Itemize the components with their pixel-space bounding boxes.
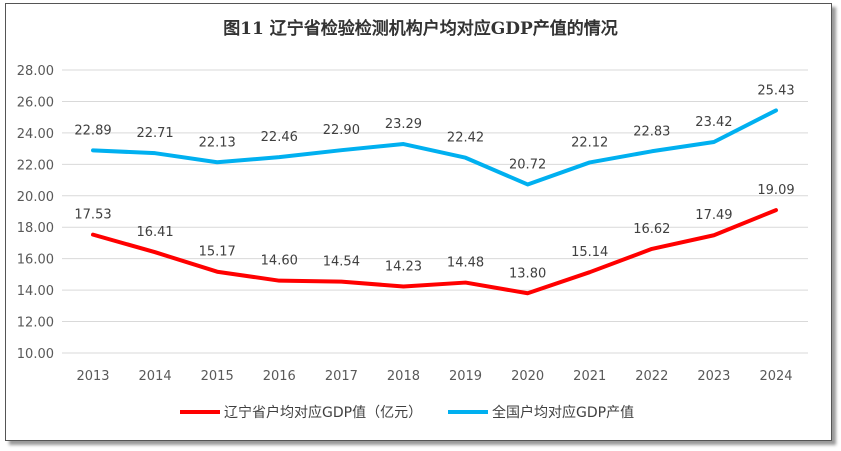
y-tick-label: 28.00 (17, 64, 54, 79)
chart-frame (5, 3, 832, 441)
y-tick-label: 20.00 (17, 190, 54, 205)
y-tick-label: 18.00 (17, 221, 54, 236)
x-tick-label: 2024 (759, 369, 792, 384)
x-tick-label: 2018 (387, 369, 420, 384)
data-label: 13.80 (509, 266, 546, 281)
data-label: 14.54 (323, 255, 360, 270)
series-line-1 (91, 108, 778, 187)
data-label: 22.12 (571, 135, 608, 150)
y-tick-label: 14.00 (17, 284, 54, 299)
data-label: 17.53 (74, 208, 111, 223)
y-tick-label: 10.00 (17, 347, 54, 362)
data-label: 19.09 (757, 183, 794, 198)
y-tick-label: 26.00 (17, 95, 54, 110)
x-tick-label: 2019 (449, 369, 482, 384)
y-tick-label: 12.00 (17, 316, 54, 331)
y-tick-label: 22.00 (17, 158, 54, 173)
legend-label: 辽宁省户均对应GDP值（亿元） (224, 404, 422, 421)
x-tick-label: 2023 (697, 369, 730, 384)
data-label: 22.46 (261, 130, 298, 145)
x-tick-label: 2022 (635, 369, 668, 384)
x-tick-label: 2014 (139, 369, 172, 384)
data-label: 22.42 (447, 131, 484, 146)
data-label: 17.49 (695, 208, 732, 223)
data-label: 14.48 (447, 256, 484, 271)
data-label: 14.60 (261, 254, 298, 269)
y-tick-label: 16.00 (17, 253, 54, 268)
data-label: 16.41 (136, 225, 173, 240)
data-label: 14.23 (385, 259, 422, 274)
x-tick-label: 2017 (325, 369, 358, 384)
x-tick-label: 2016 (263, 369, 296, 384)
data-label: 25.43 (757, 83, 794, 98)
data-label: 22.90 (323, 123, 360, 138)
data-label: 15.17 (199, 245, 236, 260)
data-label: 22.13 (199, 135, 236, 150)
x-tick-label: 2021 (573, 369, 606, 384)
data-label: 22.71 (136, 126, 173, 141)
x-tick-label: 2013 (76, 369, 109, 384)
x-tick-label: 2020 (511, 369, 544, 384)
x-tick-label: 2015 (201, 369, 234, 384)
data-label: 22.83 (633, 124, 670, 139)
chart-title: 图11 辽宁省检验检测机构户均对应GDP产值的情况 (223, 19, 618, 39)
data-label: 16.62 (633, 222, 670, 237)
series-line-0 (91, 208, 778, 296)
data-label: 23.29 (385, 117, 422, 132)
y-tick-label: 24.00 (17, 127, 54, 142)
data-label: 15.14 (571, 245, 608, 260)
data-label: 23.42 (695, 115, 732, 130)
data-label: 20.72 (509, 157, 546, 172)
data-label: 22.89 (74, 123, 111, 138)
legend-label: 全国户均对应GDP产值 (492, 404, 634, 421)
